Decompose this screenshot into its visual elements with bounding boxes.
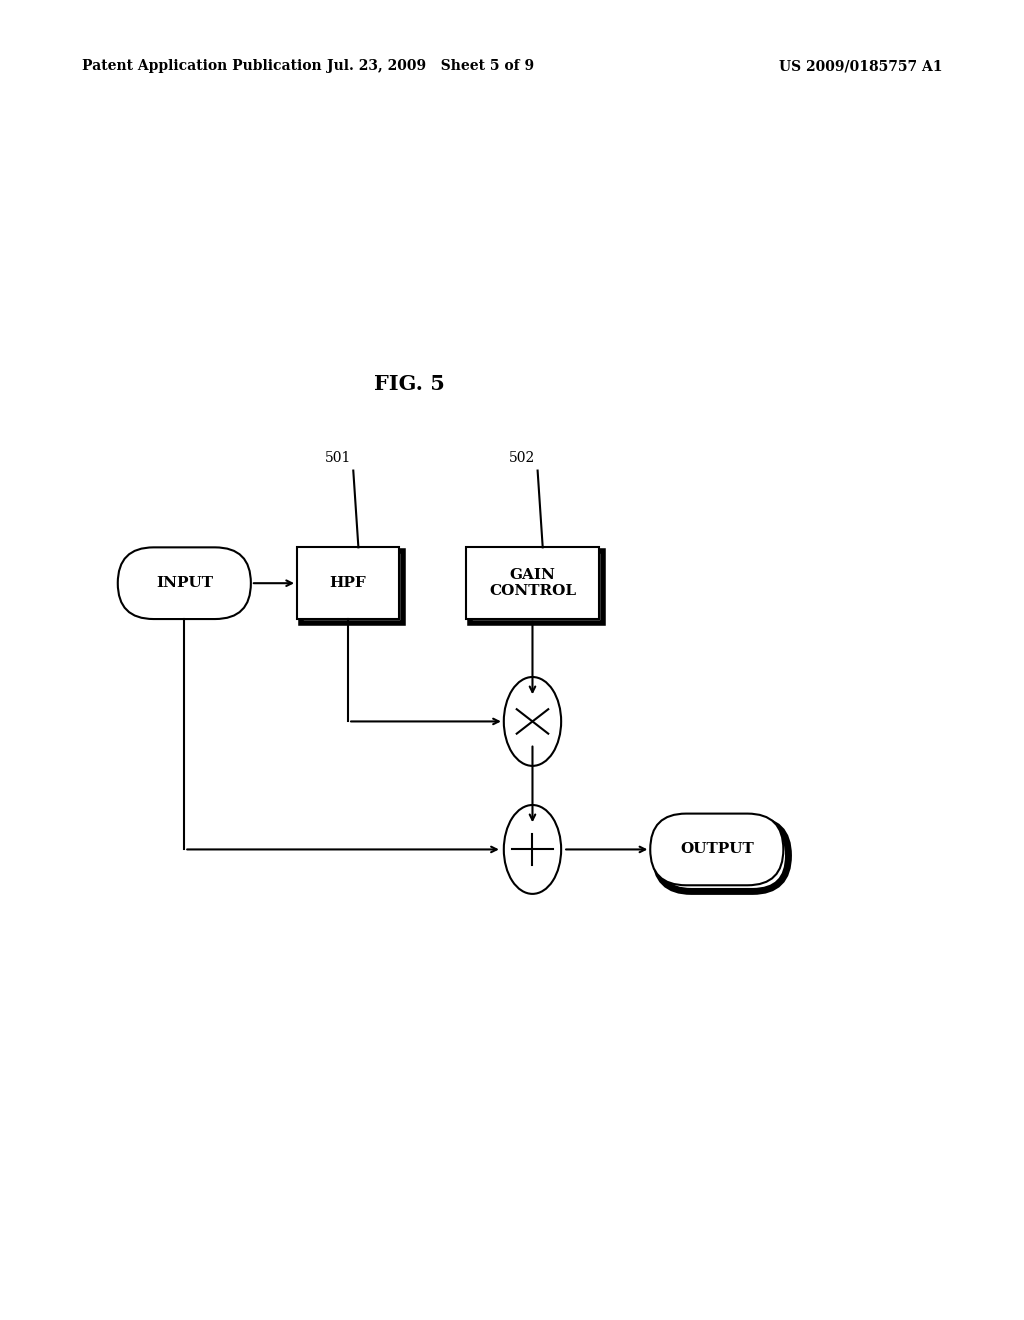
Bar [470, 552, 603, 623]
Text: GAIN
CONTROL: GAIN CONTROL [488, 568, 577, 598]
FancyBboxPatch shape [650, 813, 783, 886]
Bar [297, 548, 399, 619]
Text: FIG. 5: FIG. 5 [374, 374, 445, 393]
Text: US 2009/0185757 A1: US 2009/0185757 A1 [778, 59, 942, 74]
Text: 502: 502 [509, 451, 536, 466]
Text: INPUT: INPUT [156, 577, 213, 590]
Text: 501: 501 [325, 451, 351, 466]
Bar [466, 548, 599, 619]
Text: Jul. 23, 2009   Sheet 5 of 9: Jul. 23, 2009 Sheet 5 of 9 [327, 59, 534, 74]
Text: Patent Application Publication: Patent Application Publication [82, 59, 322, 74]
Ellipse shape [504, 677, 561, 766]
Bar [301, 552, 403, 623]
Text: OUTPUT: OUTPUT [680, 842, 754, 857]
Ellipse shape [504, 805, 561, 894]
FancyBboxPatch shape [118, 548, 251, 619]
Text: HPF: HPF [330, 577, 367, 590]
FancyBboxPatch shape [655, 820, 788, 891]
